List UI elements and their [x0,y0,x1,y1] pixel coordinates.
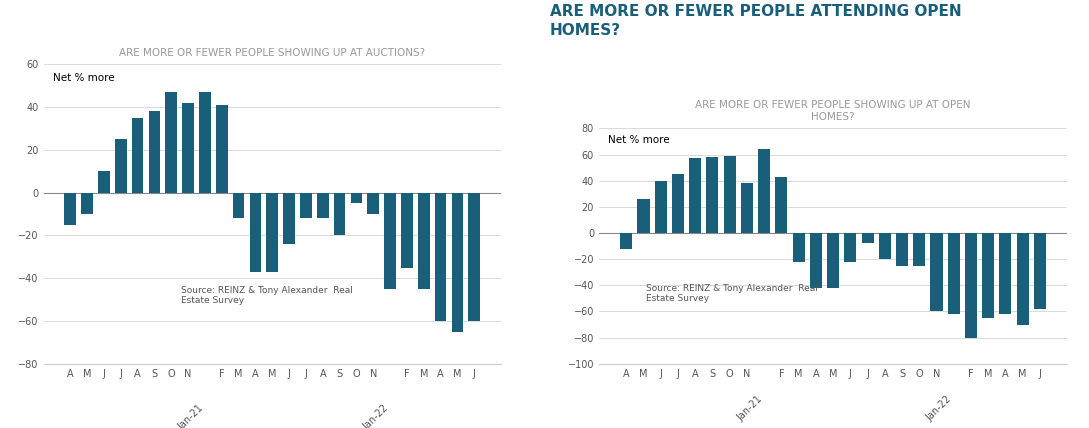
Bar [758,149,770,233]
Bar [166,92,178,193]
Bar [1033,233,1045,309]
Bar [1017,233,1029,324]
Bar [384,193,396,289]
Bar [435,193,446,321]
Bar [672,174,684,233]
Bar [707,157,719,233]
Bar [98,171,110,193]
Bar [182,103,194,193]
Bar [233,193,244,218]
Bar [1000,233,1012,314]
Bar [317,193,329,218]
Bar [793,233,805,262]
Bar [930,233,942,312]
Bar [741,183,752,233]
Text: Net % more: Net % more [609,135,670,146]
Bar [914,233,926,266]
Bar [367,193,379,214]
Bar [810,233,822,288]
Bar [283,193,295,244]
Text: Jan-21: Jan-21 [735,395,764,423]
Bar [418,193,430,289]
Bar [64,193,76,225]
Bar [249,193,261,272]
Bar [637,199,649,233]
Text: Source: REINZ & Tony Alexander  Real
Estate Survey: Source: REINZ & Tony Alexander Real Esta… [646,284,818,303]
Bar [468,193,480,321]
Bar [861,233,873,244]
Bar [965,233,977,338]
Text: Jan-22: Jan-22 [925,395,954,423]
Text: Source: REINZ & Tony Alexander  Real
Estate Survey: Source: REINZ & Tony Alexander Real Esta… [181,286,353,305]
Bar [132,118,144,193]
Bar [267,193,278,272]
Text: Jan-22: Jan-22 [362,403,390,428]
Text: Net % more: Net % more [52,73,114,83]
Bar [621,233,633,249]
Bar [199,92,211,193]
Bar [114,139,126,193]
Bar [82,193,93,214]
Bar [775,177,787,233]
Bar [896,233,908,266]
Title: ARE MORE OR FEWER PEOPLE SHOWING UP AT AUCTIONS?: ARE MORE OR FEWER PEOPLE SHOWING UP AT A… [119,48,426,58]
Text: Jan-21: Jan-21 [176,403,205,428]
Bar [827,233,840,288]
Bar [452,193,463,332]
Bar [148,111,160,193]
Bar [301,193,311,218]
Bar [351,193,363,203]
Bar [724,156,736,233]
Bar [689,158,701,233]
Bar [947,233,959,314]
Bar [879,233,891,259]
Bar [401,193,413,268]
Bar [654,181,666,233]
Text: ARE MORE OR FEWER PEOPLE ATTENDING OPEN
HOMES?: ARE MORE OR FEWER PEOPLE ATTENDING OPEN … [550,4,962,38]
Bar [216,105,228,193]
Bar [982,233,994,318]
Bar [844,233,856,262]
Title: ARE MORE OR FEWER PEOPLE SHOWING UP AT OPEN
HOMES?: ARE MORE OR FEWER PEOPLE SHOWING UP AT O… [696,101,970,122]
Bar [333,193,345,235]
